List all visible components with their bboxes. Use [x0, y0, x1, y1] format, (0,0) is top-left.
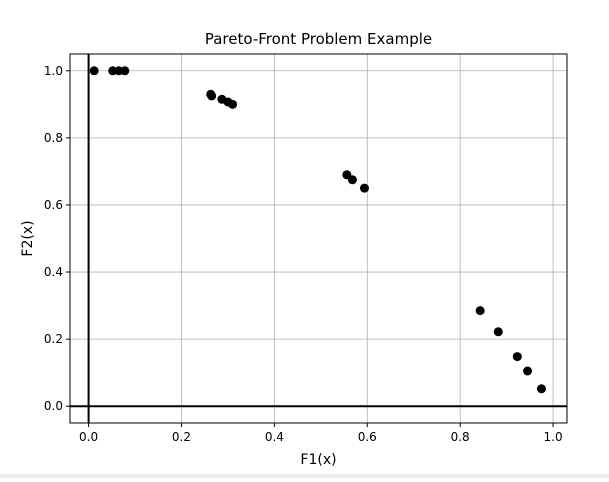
data-point-14: [512, 352, 522, 362]
x-tick-label-3: 0.6: [358, 430, 377, 444]
chart-title: Pareto-Front Problem Example: [205, 30, 432, 48]
data-point-8: [228, 99, 238, 109]
grid-layer: [70, 54, 567, 423]
x-tick-label-2: 0.4: [265, 430, 284, 444]
x-tick-label-0: 0.0: [79, 430, 98, 444]
y-tick-label-1: 0.2: [44, 332, 63, 346]
axis-ticks: 0.0 0.2 0.4 0.6 0.8 1.0 0.0 0.2 0.4 0.6 0.8 1.0: [44, 64, 563, 444]
data-point-15: [523, 366, 533, 376]
data-point-13: [493, 327, 503, 337]
data-point-10: [347, 175, 357, 185]
y-axis-label: F2(x): [20, 220, 36, 256]
data-point-3: [120, 66, 130, 76]
x-axis-label: F1(x): [300, 452, 336, 468]
y-tick-label-2: 0.4: [44, 265, 63, 279]
y-tick-label-4: 0.8: [44, 131, 63, 145]
data-point-12: [475, 306, 485, 316]
data-point-16: [536, 384, 546, 394]
y-tick-label-5: 1.0: [44, 64, 63, 78]
bottom-strip: [0, 474, 609, 478]
data-point-0: [89, 66, 99, 76]
x-tick-label-1: 0.2: [172, 430, 191, 444]
y-tick-label-0: 0.0: [44, 399, 63, 413]
plot-frame: [69, 53, 568, 424]
x-tick-label-4: 0.8: [451, 430, 470, 444]
data-points: [89, 66, 546, 394]
x-tick-label-5: 1.0: [544, 430, 563, 444]
y-tick-label-3: 0.6: [44, 198, 63, 212]
zero-lines: [70, 54, 567, 423]
data-point-11: [359, 183, 369, 193]
data-point-5: [207, 91, 217, 101]
